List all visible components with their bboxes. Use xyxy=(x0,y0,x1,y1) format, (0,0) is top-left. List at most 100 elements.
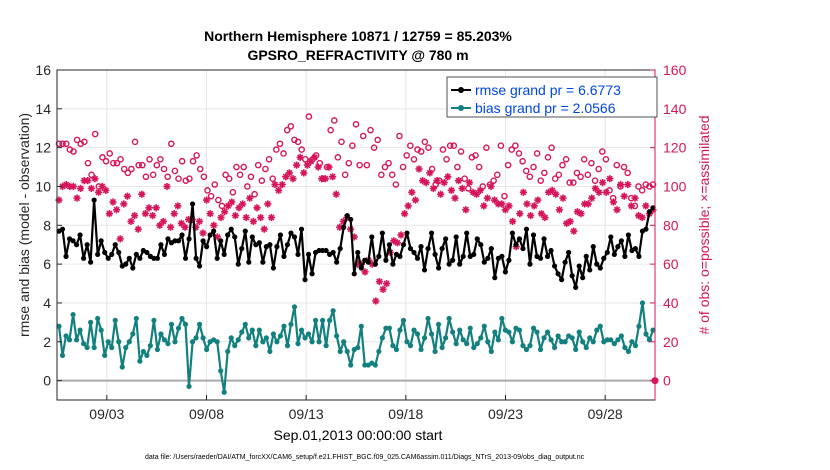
asterisk-stroke xyxy=(153,204,160,211)
possible-count-marker xyxy=(530,163,537,171)
assimilated-count-marker xyxy=(213,233,221,241)
possible-count-marker xyxy=(247,173,255,181)
rmse-point xyxy=(323,247,329,254)
possible-count-marker xyxy=(131,138,139,146)
assimilated-count-marker xyxy=(519,188,528,196)
rmse-point xyxy=(369,234,375,240)
assimilated-count-marker xyxy=(55,196,63,204)
right-tick-label: 140 xyxy=(663,101,687,117)
possible-count-marker xyxy=(298,146,305,153)
bias-point xyxy=(432,348,438,355)
legend: rmse grand pr = 6.6773 bias grand pr = 2… xyxy=(446,76,658,118)
bias-point xyxy=(348,362,354,368)
bias-point xyxy=(151,317,157,324)
assimilated-count-marker xyxy=(274,186,283,194)
possible-count-marker xyxy=(164,173,171,181)
possible-count-marker xyxy=(359,132,367,140)
bias-point xyxy=(460,337,466,343)
bias-point xyxy=(506,329,512,335)
possible-count-marker xyxy=(269,175,276,183)
possible-count-marker xyxy=(160,165,168,173)
assimilated-count-marker xyxy=(462,206,470,214)
assimilated-count-marker xyxy=(109,198,117,206)
bias-point xyxy=(154,346,161,353)
rmse-point xyxy=(383,257,389,263)
possible-count-marker xyxy=(73,136,81,144)
rmse-point xyxy=(425,245,431,252)
asterisk-stroke xyxy=(412,196,419,204)
bias-point xyxy=(481,323,487,329)
possible-count-marker xyxy=(102,157,110,165)
x-tick-label: 09/18 xyxy=(388,406,423,422)
possible-count-marker xyxy=(222,171,229,179)
possible-count-marker xyxy=(334,154,342,161)
rmse-point xyxy=(235,261,241,267)
asterisk-stroke xyxy=(239,200,246,208)
rmse-point xyxy=(337,245,343,252)
rmse-point xyxy=(474,236,480,242)
assimilated-count-marker xyxy=(84,177,92,185)
rmse-point xyxy=(267,242,273,248)
asterisk-stroke xyxy=(603,189,610,196)
assimilated-count-marker xyxy=(152,204,160,212)
asterisk-stroke xyxy=(448,187,455,194)
assimilated-count-marker xyxy=(447,186,456,194)
bias-point xyxy=(443,335,449,341)
rmse-point xyxy=(305,251,312,258)
possible-count-marker xyxy=(555,171,563,179)
rmse-point xyxy=(443,236,449,242)
rmse-point xyxy=(358,265,364,271)
asterisk-stroke xyxy=(459,185,466,192)
bias-point xyxy=(246,335,252,341)
assimilated-count-marker xyxy=(584,200,592,208)
rmse-point xyxy=(211,228,217,234)
rmse-point xyxy=(260,259,266,265)
possible-count-marker xyxy=(374,136,382,144)
bias-point xyxy=(165,341,171,347)
bias-point xyxy=(260,339,266,345)
possible-count-marker xyxy=(91,130,99,138)
bias-point xyxy=(84,344,90,351)
asterisk-stroke xyxy=(333,191,340,198)
rmse-point xyxy=(207,232,213,238)
asterisk-stroke xyxy=(261,226,268,233)
asterisk-stroke xyxy=(203,196,210,204)
asterisk-stroke xyxy=(102,187,109,194)
assimilated-count-marker xyxy=(238,200,247,208)
possible-count-marker xyxy=(566,179,573,186)
bias-point xyxy=(418,346,424,353)
bias-point xyxy=(576,329,582,335)
possible-count-marker xyxy=(570,179,577,186)
bias-point xyxy=(629,339,635,345)
possible-count-marker xyxy=(602,155,610,163)
right-tick-label: 160 xyxy=(663,62,687,78)
bias-point xyxy=(95,315,101,322)
asterisk-stroke xyxy=(613,206,621,213)
asterisk-stroke xyxy=(127,218,135,225)
asterisk-stroke xyxy=(628,202,635,209)
assimilated-count-marker xyxy=(289,175,297,183)
asterisk-stroke xyxy=(588,195,595,202)
x-tick-label: 09/08 xyxy=(189,406,224,422)
rmse-point xyxy=(284,242,291,248)
rmse-point xyxy=(59,226,66,232)
rmse-point xyxy=(196,263,203,269)
assimilated-count-marker xyxy=(599,178,607,187)
bias-point xyxy=(597,323,603,329)
assimilated-count-marker xyxy=(361,268,369,276)
asterisk-stroke xyxy=(397,231,405,239)
asterisk-stroke xyxy=(567,218,574,225)
assimilated-count-marker xyxy=(591,184,600,193)
bias-point xyxy=(77,327,83,333)
bias-point xyxy=(105,339,111,345)
rmse-point xyxy=(576,263,582,269)
possible-count-marker xyxy=(512,142,519,150)
assimilated-count-marker xyxy=(123,192,131,200)
rmse-point xyxy=(126,255,132,261)
rmse-point xyxy=(295,251,301,258)
possible-count-marker xyxy=(472,152,479,159)
bias-point xyxy=(509,339,516,345)
possible-count-marker xyxy=(244,183,251,190)
assimilated-count-marker xyxy=(87,184,95,193)
asterisk-stroke xyxy=(394,239,401,246)
